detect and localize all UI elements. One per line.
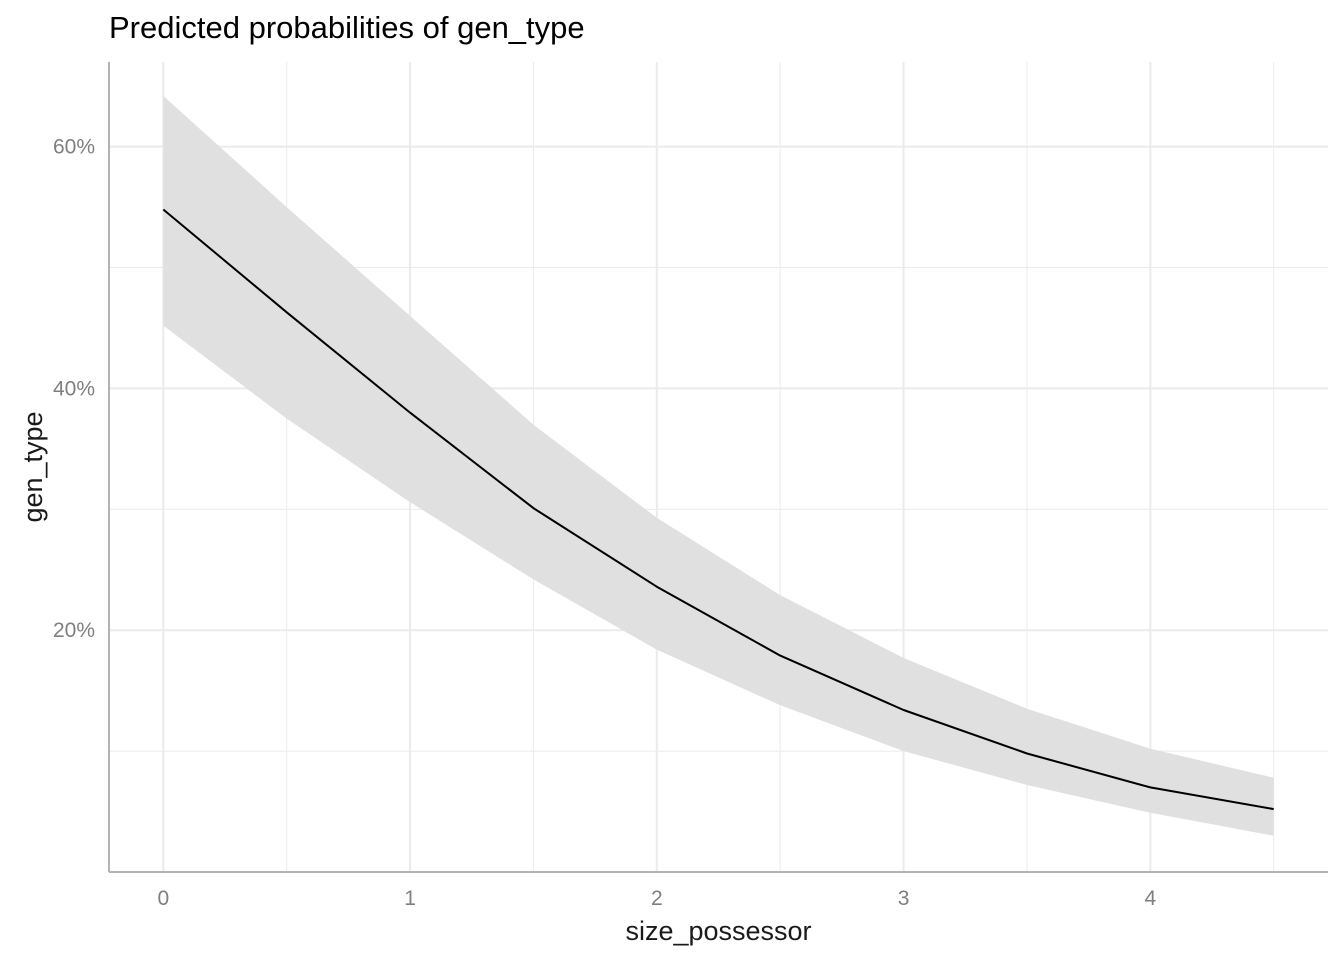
y-axis-title: gen_type bbox=[18, 411, 48, 522]
x-tick-label: 3 bbox=[898, 887, 910, 910]
x-tick-label: 4 bbox=[1144, 887, 1156, 910]
x-tick-label: 2 bbox=[651, 887, 663, 910]
y-tick-label: 20% bbox=[53, 619, 95, 642]
chart-title: Predicted probabilities of gen_type bbox=[109, 10, 585, 45]
x-tick-label: 0 bbox=[157, 887, 169, 910]
series-line bbox=[162, 208, 1274, 811]
x-tick-label: 1 bbox=[404, 887, 416, 910]
confidence-band bbox=[163, 95, 1274, 836]
y-tick-label: 40% bbox=[53, 377, 95, 400]
x-axis-title: size_possessor bbox=[625, 916, 811, 946]
y-tick-label: 60% bbox=[53, 136, 95, 159]
